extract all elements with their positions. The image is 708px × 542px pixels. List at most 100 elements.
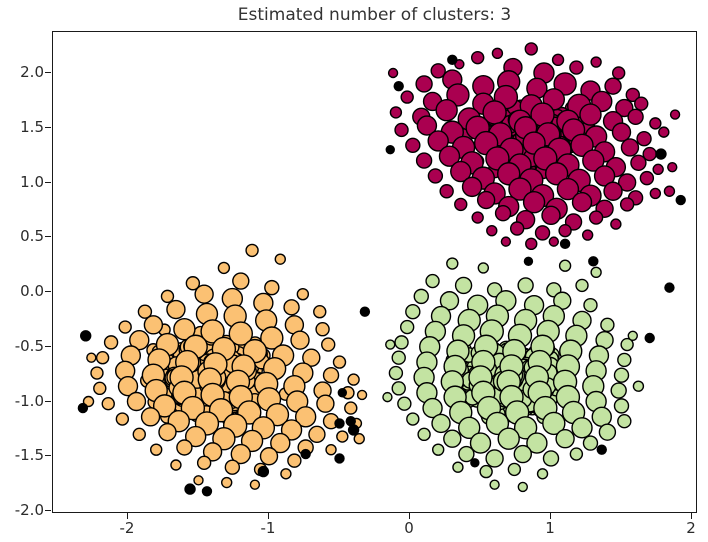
data-point xyxy=(591,406,612,428)
data-point xyxy=(431,413,451,434)
plot-area[interactable] xyxy=(52,31,697,513)
data-point xyxy=(224,459,241,475)
y-axis-tick-labels: 2.0 1.5 1.0 0.5 0.0 -0.5 -1.0 -1.5 -2.0 xyxy=(0,0,44,542)
y-tick-label: 0.0 xyxy=(20,282,44,300)
noise-point xyxy=(337,388,348,398)
data-point xyxy=(598,423,617,441)
noise-point xyxy=(79,330,92,342)
data-point xyxy=(625,87,640,103)
data-point xyxy=(260,326,284,350)
noise-point xyxy=(664,282,675,293)
noise-point xyxy=(300,448,311,460)
data-point xyxy=(611,122,632,142)
data-point xyxy=(450,160,472,183)
data-point xyxy=(166,299,186,320)
data-point xyxy=(439,184,454,199)
data-point xyxy=(454,276,473,295)
noise-point xyxy=(359,306,371,317)
data-point xyxy=(101,396,115,411)
y-tick-mark xyxy=(45,291,51,292)
data-point xyxy=(558,259,572,272)
data-point xyxy=(270,432,291,454)
data-point xyxy=(290,330,310,350)
data-point xyxy=(416,115,438,136)
x-tick-label: -2 xyxy=(119,519,135,537)
data-point xyxy=(405,304,421,320)
data-point xyxy=(200,319,225,344)
data-point xyxy=(415,152,433,169)
data-point xyxy=(649,117,662,130)
data-point xyxy=(143,315,164,335)
data-point xyxy=(432,443,445,456)
data-point xyxy=(315,322,330,337)
data-point xyxy=(249,479,261,490)
data-point xyxy=(308,425,326,444)
data-point xyxy=(220,476,233,489)
data-point xyxy=(610,382,627,399)
data-point xyxy=(347,373,360,386)
data-point xyxy=(619,197,635,212)
y-tick-mark xyxy=(45,236,51,238)
data-point xyxy=(389,106,403,119)
data-point xyxy=(485,411,510,436)
noise-point xyxy=(596,444,607,455)
y-tick-label: -1.5 xyxy=(14,446,44,465)
data-point xyxy=(582,435,599,451)
data-point xyxy=(422,397,443,419)
noise-point xyxy=(470,458,480,468)
data-point xyxy=(391,350,406,365)
data-point xyxy=(486,224,498,237)
data-point xyxy=(446,83,470,107)
data-point xyxy=(132,427,146,442)
y-tick-label: 1.5 xyxy=(20,117,44,136)
data-point xyxy=(160,289,175,304)
data-point xyxy=(603,181,623,201)
data-point xyxy=(667,161,678,173)
data-point xyxy=(649,187,662,200)
data-point xyxy=(321,337,336,352)
data-point xyxy=(593,165,616,187)
data-point xyxy=(245,243,259,258)
data-point xyxy=(316,394,335,413)
data-point xyxy=(388,365,404,381)
y-tick-label: -2.0 xyxy=(14,501,44,519)
data-point xyxy=(513,444,532,464)
data-point xyxy=(439,291,460,311)
data-point xyxy=(617,173,637,192)
y-tick-mark xyxy=(45,126,51,128)
data-point xyxy=(129,329,150,351)
data-point xyxy=(569,447,584,461)
data-point xyxy=(489,479,500,490)
data-point xyxy=(93,381,107,396)
data-point xyxy=(471,211,484,224)
data-point xyxy=(461,176,483,198)
data-point xyxy=(158,422,177,442)
data-point xyxy=(513,416,538,440)
data-point xyxy=(140,407,161,427)
data-point xyxy=(283,299,300,316)
x-tick-mark xyxy=(268,513,269,519)
data-point xyxy=(669,109,681,120)
y-tick-mark xyxy=(45,510,51,511)
data-point xyxy=(427,130,449,152)
data-point xyxy=(280,419,303,441)
data-point xyxy=(430,63,446,79)
data-point xyxy=(356,389,368,401)
data-point xyxy=(90,366,104,380)
data-point xyxy=(570,133,594,157)
x-tick-label: 1 xyxy=(545,519,555,537)
data-point xyxy=(627,108,644,126)
data-point xyxy=(332,355,347,369)
data-point xyxy=(176,439,193,456)
data-point xyxy=(413,288,429,305)
y-tick-label: 1.0 xyxy=(20,172,44,191)
data-point xyxy=(228,321,254,346)
data-point xyxy=(406,412,420,426)
y-tick-mark xyxy=(45,72,51,73)
data-point xyxy=(313,305,327,319)
data-point xyxy=(117,375,139,397)
data-point xyxy=(454,197,468,212)
data-point xyxy=(86,352,97,363)
data-point xyxy=(600,317,615,333)
data-point xyxy=(620,138,640,157)
